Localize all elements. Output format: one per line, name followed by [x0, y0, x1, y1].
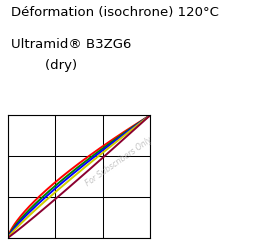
Text: Ultramid® B3ZG6: Ultramid® B3ZG6: [11, 38, 131, 51]
Text: (dry): (dry): [11, 59, 77, 72]
Text: For Subscribers Only: For Subscribers Only: [84, 135, 154, 188]
Text: Déformation (isochrone) 120°C: Déformation (isochrone) 120°C: [11, 6, 218, 19]
